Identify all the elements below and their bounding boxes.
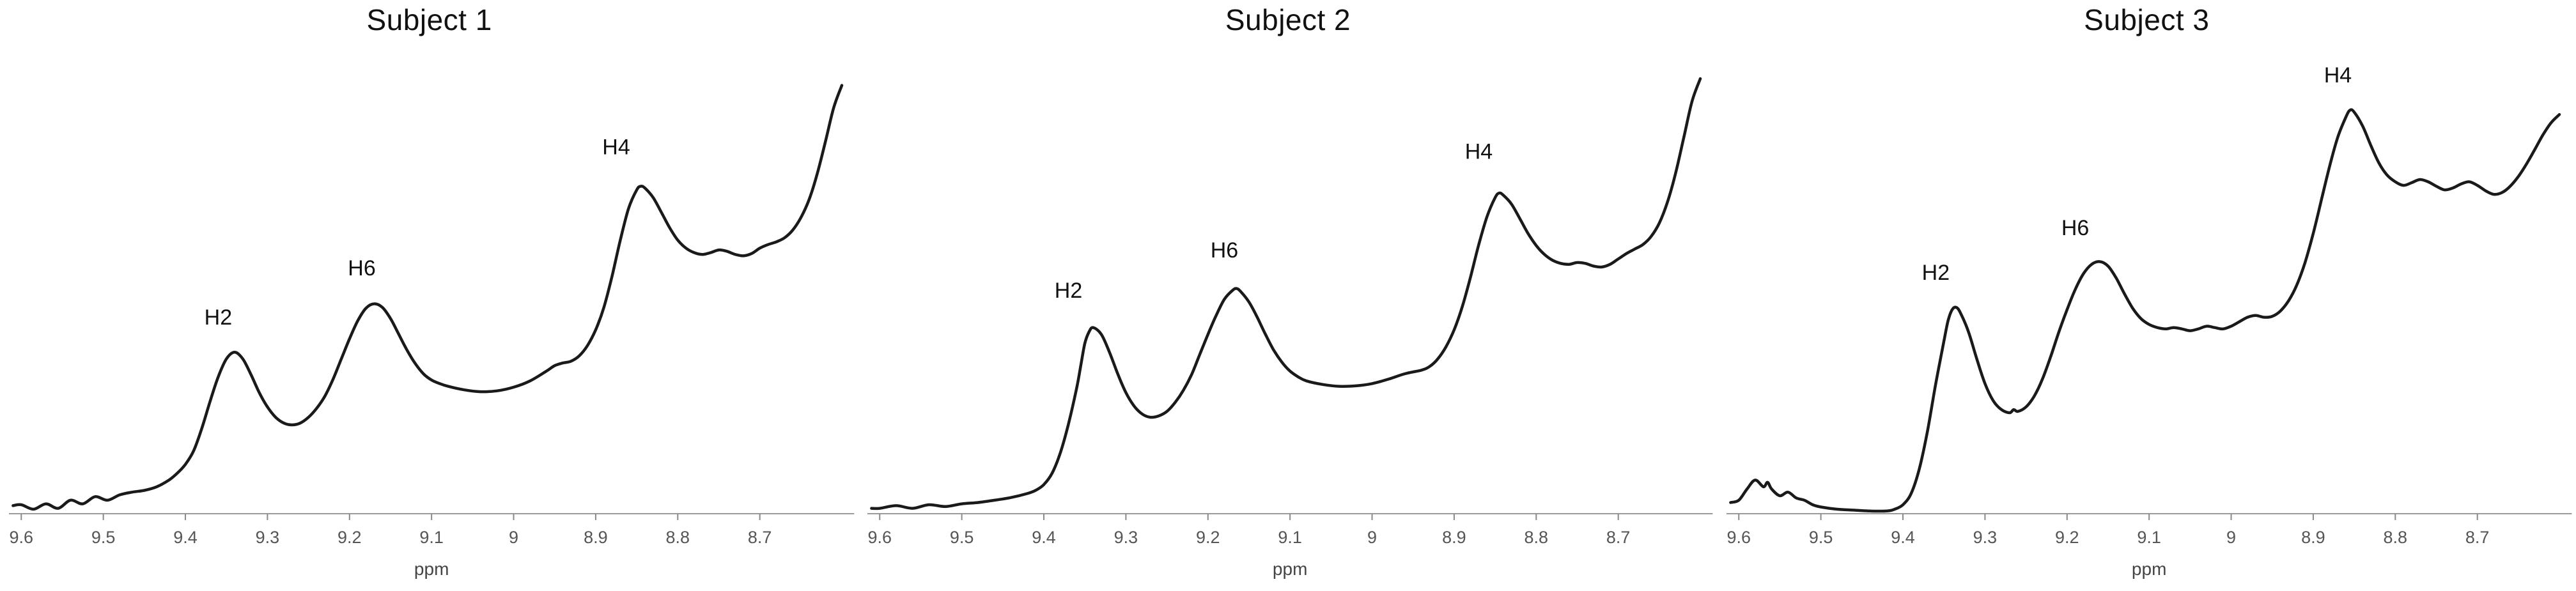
spectrum-plot: 9.6 9.5 9.4 9.3 9.2 9.1 9 8.9 8.8 8.7 ppm H2 H6 H4 (867, 77, 1713, 579)
tick-label: 8.8 (2383, 528, 2407, 547)
tick-label: 8.9 (2301, 528, 2325, 547)
tick-label: 9 (1367, 528, 1377, 547)
tick-label: 9.5 (950, 528, 974, 547)
tick-label: 9.3 (1114, 528, 1138, 547)
peak-label: H4 (602, 135, 630, 159)
tick-label: 9.3 (1973, 528, 1997, 547)
x-axis-label: ppm (2132, 559, 2166, 579)
tick-label: 9.3 (256, 528, 280, 547)
peak-label: H4 (2324, 63, 2351, 88)
panel-title: Subject 3 (2084, 3, 2210, 36)
tick-label: 9.6 (9, 528, 33, 547)
peak-label: H6 (2061, 216, 2089, 240)
tick-label: 9.2 (338, 528, 362, 547)
tick-label: 8.8 (666, 528, 690, 547)
tick-label: 9.2 (2055, 528, 2079, 547)
tick-label: 8.7 (2465, 528, 2490, 547)
tick-label: 9.4 (1032, 528, 1057, 547)
peak-label: H2 (1055, 279, 1082, 303)
peak-label: H4 (1465, 139, 1493, 164)
panel-subject-2: Subject 2 9.6 9.5 9.4 9.3 9.2 9.1 9 8.9 8.8 8.7 pp… (858, 0, 1717, 591)
spectrum-plot: 9.6 9.5 9.4 9.3 9.2 9.1 9 8.9 8.8 8.7 ppm H2 H6 H4 (9, 84, 855, 579)
peak-label: H2 (205, 305, 232, 330)
spectrum-curve (12, 84, 844, 511)
panel-title: Subject 1 (366, 3, 492, 36)
tick-label: 9.4 (1891, 528, 1915, 547)
x-axis-label: ppm (1273, 559, 1307, 579)
tick-label: 8.9 (1442, 528, 1466, 547)
tick-label: 8.8 (1525, 528, 1549, 547)
tick-label: 9.4 (173, 528, 198, 547)
tick-label: 9 (2226, 528, 2236, 547)
tick-label: 9.2 (1196, 528, 1220, 547)
tick-label: 9.1 (1278, 528, 1303, 547)
spectrum-curve (1728, 108, 2561, 513)
tick-label: 8.9 (584, 528, 608, 547)
tick-label: 9.5 (91, 528, 116, 547)
tick-label: 9.1 (2137, 528, 2161, 547)
panel-subject-1: Subject 1 9.6 9.5 9.4 9.3 9.2 9.1 9 8.9 8.8 8.7 pp… (0, 0, 858, 591)
peak-label: H6 (1211, 238, 1238, 263)
spectrum-curve (870, 77, 1702, 510)
spectrum-plot: 9.6 9.5 9.4 9.3 9.2 9.1 9 8.9 8.8 8.7 ppm H2 H6 H4 (1726, 63, 2572, 579)
tick-label: 9 (509, 528, 518, 547)
peak-label: H2 (1921, 261, 1949, 285)
panel-subject-3: Subject 3 9.6 9.5 9.4 9.3 9.2 9.1 9 8.9 8.8 8.7 pp… (1718, 0, 2576, 591)
x-axis-label: ppm (414, 559, 449, 579)
panel-title: Subject 2 (1225, 3, 1351, 36)
tick-label: 8.7 (1606, 528, 1631, 547)
tick-label: 9.1 (419, 528, 444, 547)
tick-label: 9.5 (1809, 528, 1833, 547)
tick-label: 9.6 (1726, 528, 1751, 547)
tick-label: 8.7 (748, 528, 772, 547)
tick-label: 9.6 (868, 528, 892, 547)
peak-label: H6 (348, 256, 375, 280)
